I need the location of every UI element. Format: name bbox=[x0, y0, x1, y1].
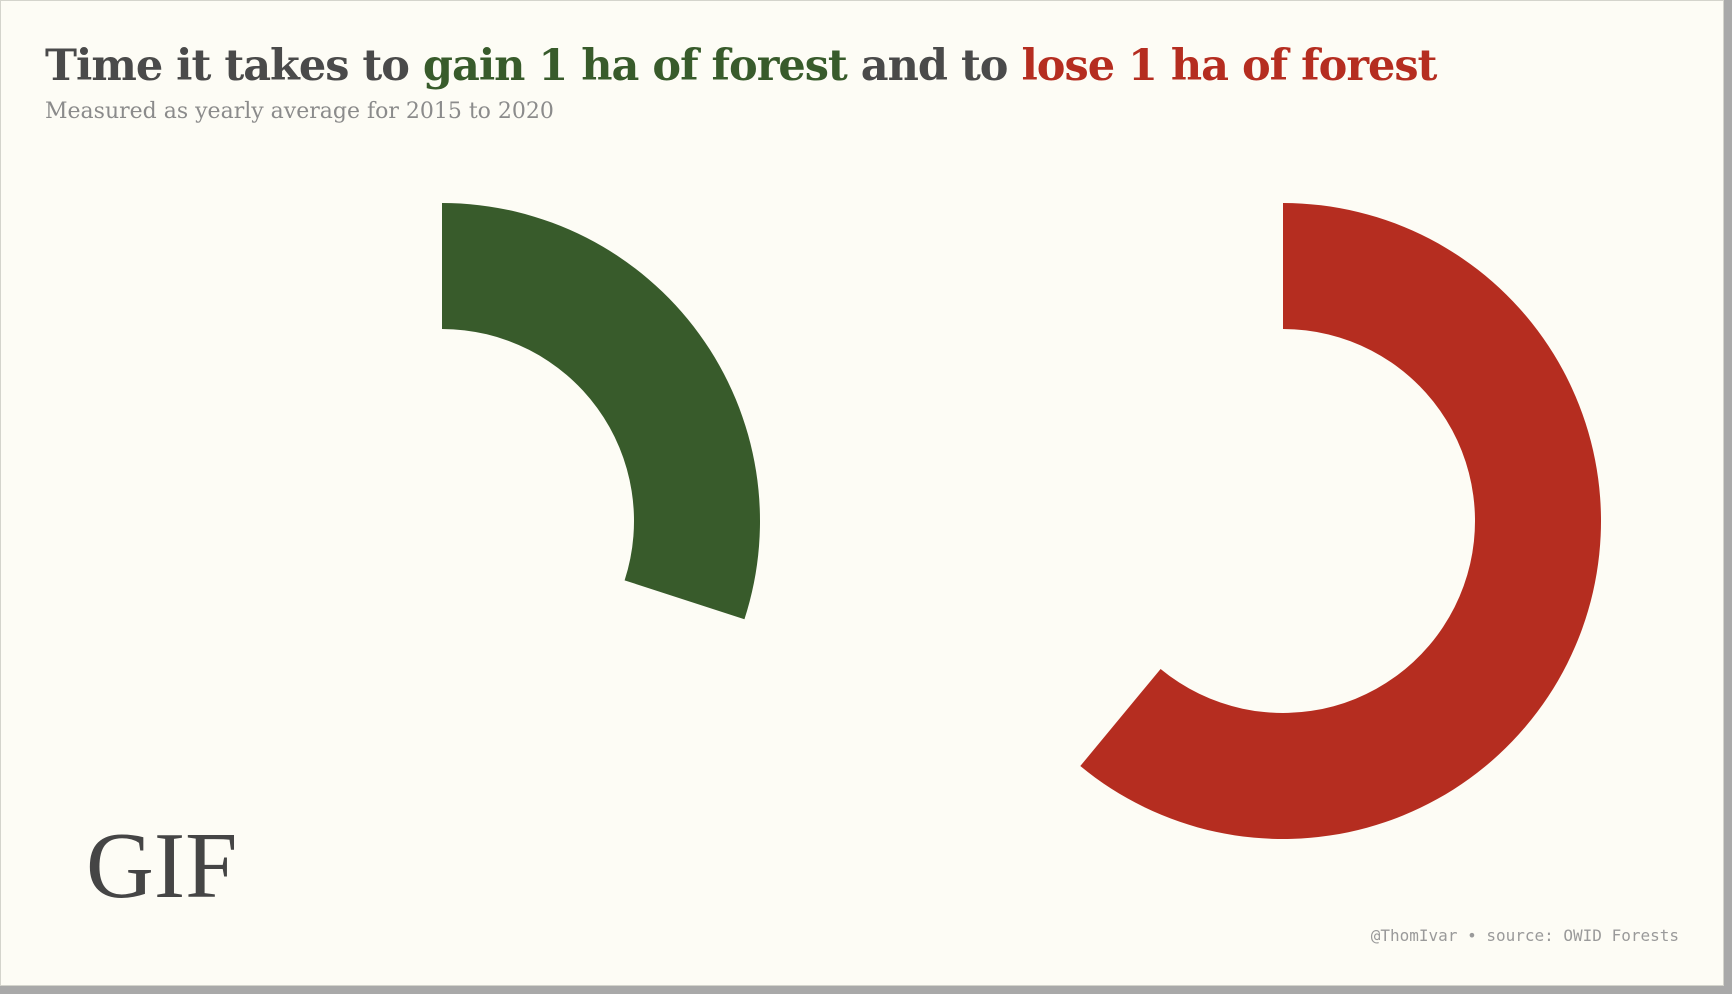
gain-arc bbox=[442, 203, 760, 620]
source-credit: @ThomIvar • source: OWID Forests bbox=[1370, 926, 1679, 945]
title-part-1: Time it takes to bbox=[45, 41, 423, 91]
title-gain-phrase: gain 1 ha of forest bbox=[422, 41, 848, 91]
chart-subtitle: Measured as yearly average for 2015 to 2… bbox=[45, 99, 554, 124]
chart-title: Time it takes to gain 1 ha of forest and… bbox=[45, 41, 1437, 91]
title-lose-phrase: lose 1 ha of forest bbox=[1021, 41, 1437, 91]
lose-arc bbox=[1080, 203, 1601, 839]
title-part-3: and to bbox=[846, 41, 1022, 91]
gif-label: GIF bbox=[86, 814, 238, 918]
